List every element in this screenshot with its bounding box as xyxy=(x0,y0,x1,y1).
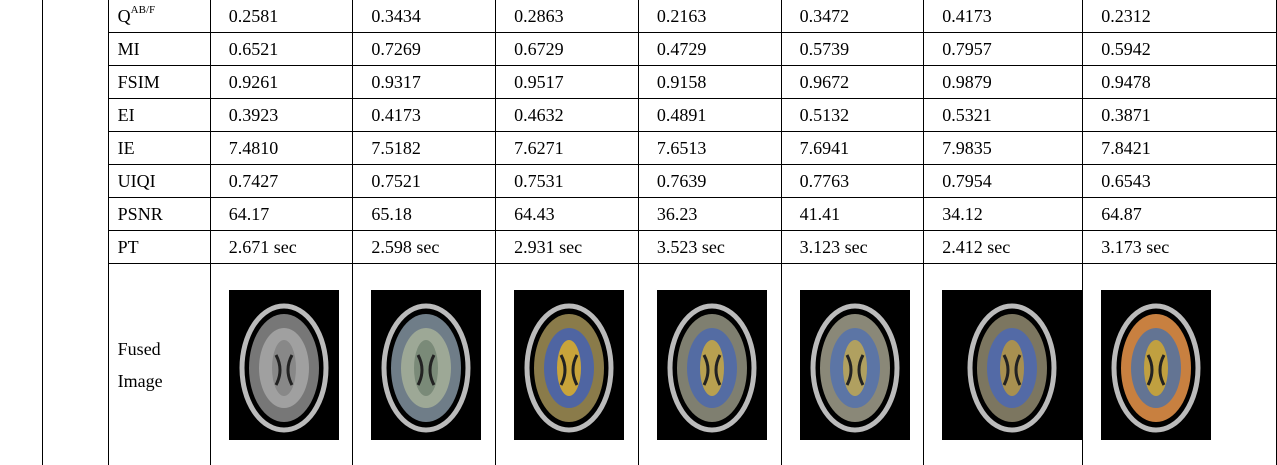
metric-base: Q xyxy=(118,6,131,26)
metric-label: Fused Image xyxy=(108,264,210,465)
value-cell: 7.6513 xyxy=(638,132,781,165)
image-cell xyxy=(781,264,924,465)
metric-label: QAB/F xyxy=(108,0,210,33)
value-cell: 3.523 sec xyxy=(638,231,781,264)
value-cell: 0.7427 xyxy=(210,165,353,198)
fused-image xyxy=(942,290,1082,440)
metric-label: UIQI xyxy=(108,165,210,198)
metric-label: PSNR xyxy=(108,198,210,231)
image-cell xyxy=(1083,264,1277,465)
fused-image xyxy=(1101,290,1211,440)
image-cell xyxy=(496,264,639,465)
metric-label: MI xyxy=(108,33,210,66)
value-cell: 0.9261 xyxy=(210,66,353,99)
value-cell: 0.2863 xyxy=(496,0,639,33)
fused-image xyxy=(657,290,767,440)
value-cell: 0.9672 xyxy=(781,66,924,99)
value-cell: 0.9317 xyxy=(353,66,496,99)
image-row: Fused Image xyxy=(43,264,1277,465)
value-cell: 7.9835 xyxy=(924,132,1083,165)
value-cell: 64.17 xyxy=(210,198,353,231)
value-cell: 0.5739 xyxy=(781,33,924,66)
value-cell: 0.3434 xyxy=(353,0,496,33)
value-cell: 0.2163 xyxy=(638,0,781,33)
value-cell: 41.41 xyxy=(781,198,924,231)
value-cell: 0.4891 xyxy=(638,99,781,132)
value-cell: 2.931 sec xyxy=(496,231,639,264)
value-cell: 0.9158 xyxy=(638,66,781,99)
fused-image xyxy=(514,290,624,440)
value-cell: 0.6521 xyxy=(210,33,353,66)
value-cell: 0.7957 xyxy=(924,33,1083,66)
value-cell: 7.6941 xyxy=(781,132,924,165)
value-cell: 0.2312 xyxy=(1083,0,1277,33)
value-cell: 0.6729 xyxy=(496,33,639,66)
value-cell: 2.598 sec xyxy=(353,231,496,264)
value-cell: 7.6271 xyxy=(496,132,639,165)
value-cell: 64.43 xyxy=(496,198,639,231)
value-cell: 0.4173 xyxy=(353,99,496,132)
value-cell: 3.173 sec xyxy=(1083,231,1277,264)
value-cell: 3.123 sec xyxy=(781,231,924,264)
value-cell: 0.7763 xyxy=(781,165,924,198)
value-cell: 0.4632 xyxy=(496,99,639,132)
value-cell: 0.5321 xyxy=(924,99,1083,132)
image-cell xyxy=(210,264,353,465)
metric-label: PT xyxy=(108,231,210,264)
value-cell: 0.9478 xyxy=(1083,66,1277,99)
metric-sup: AB/F xyxy=(131,4,155,16)
value-cell: 36.23 xyxy=(638,198,781,231)
value-cell: 0.5132 xyxy=(781,99,924,132)
value-cell: 0.3871 xyxy=(1083,99,1277,132)
value-cell: 0.4173 xyxy=(924,0,1083,33)
metric-label: IE xyxy=(108,132,210,165)
metric-label: EI xyxy=(108,99,210,132)
value-cell: 2.671 sec xyxy=(210,231,353,264)
value-cell: 0.9517 xyxy=(496,66,639,99)
value-cell: 7.4810 xyxy=(210,132,353,165)
fused-image xyxy=(229,290,339,440)
fused-image xyxy=(371,290,481,440)
metric-label: FSIM xyxy=(108,66,210,99)
page: QAB/F0.25810.34340.28630.21630.34720.417… xyxy=(0,0,1277,465)
empty-cell xyxy=(43,0,109,465)
value-cell: 0.7531 xyxy=(496,165,639,198)
value-cell: 0.9879 xyxy=(924,66,1083,99)
image-cell xyxy=(924,264,1083,465)
image-cell xyxy=(638,264,781,465)
value-cell: 0.2581 xyxy=(210,0,353,33)
value-cell: 0.7954 xyxy=(924,165,1083,198)
value-cell: 65.18 xyxy=(353,198,496,231)
fused-image xyxy=(800,290,910,440)
value-cell: 7.8421 xyxy=(1083,132,1277,165)
value-cell: 0.3472 xyxy=(781,0,924,33)
value-cell: 0.6543 xyxy=(1083,165,1277,198)
image-cell xyxy=(353,264,496,465)
value-cell: 0.7521 xyxy=(353,165,496,198)
value-cell: 0.5942 xyxy=(1083,33,1277,66)
value-cell: 0.3923 xyxy=(210,99,353,132)
value-cell: 0.7639 xyxy=(638,165,781,198)
value-cell: 2.412 sec xyxy=(924,231,1083,264)
value-cell: 34.12 xyxy=(924,198,1083,231)
value-cell: 0.7269 xyxy=(353,33,496,66)
value-cell: 7.5182 xyxy=(353,132,496,165)
value-cell: 64.87 xyxy=(1083,198,1277,231)
value-cell: 0.4729 xyxy=(638,33,781,66)
